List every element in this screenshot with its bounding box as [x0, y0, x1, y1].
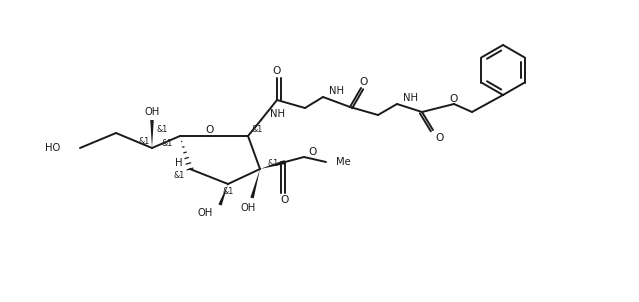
Text: OH: OH	[197, 208, 213, 218]
Text: &1: &1	[157, 126, 168, 134]
Text: H: H	[176, 158, 183, 168]
Text: O: O	[206, 125, 214, 135]
Polygon shape	[250, 169, 260, 198]
Text: OH: OH	[144, 107, 160, 117]
Text: O: O	[308, 147, 316, 157]
Text: O: O	[273, 66, 281, 76]
Text: NH: NH	[403, 93, 418, 103]
Text: &1: &1	[174, 172, 185, 181]
Text: &1: &1	[139, 137, 150, 146]
Text: &1: &1	[252, 126, 263, 134]
Text: HO: HO	[45, 143, 60, 153]
Text: &1: &1	[162, 139, 173, 147]
Text: &1: &1	[267, 159, 278, 169]
Text: O: O	[450, 94, 458, 104]
Polygon shape	[150, 120, 154, 148]
Text: OH: OH	[240, 203, 256, 213]
Text: O: O	[360, 77, 368, 87]
Text: &1: &1	[222, 187, 234, 195]
Polygon shape	[219, 184, 228, 206]
Text: NH: NH	[270, 109, 285, 119]
Polygon shape	[260, 160, 286, 169]
Text: NH: NH	[329, 86, 344, 96]
Text: O: O	[436, 133, 444, 143]
Text: Me: Me	[336, 157, 351, 167]
Text: O: O	[281, 195, 289, 205]
